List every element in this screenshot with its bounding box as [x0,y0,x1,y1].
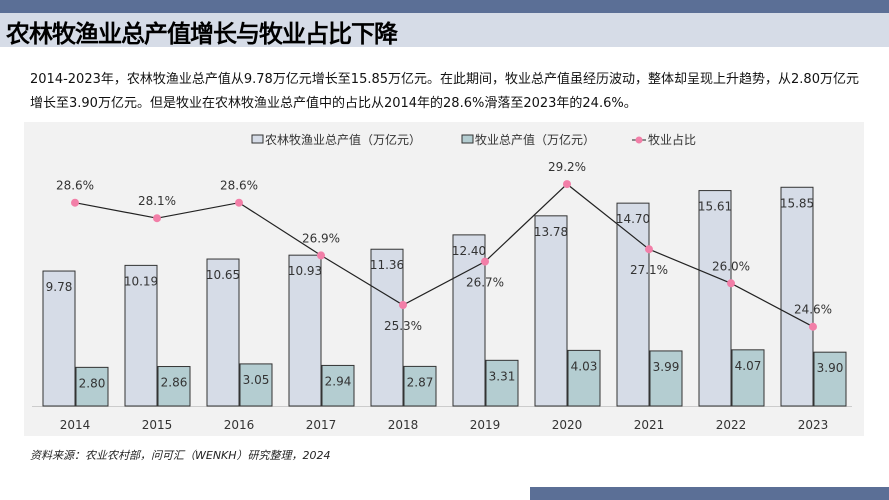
point-label: 24.6% [794,303,832,317]
point-label: 29.2% [548,160,586,174]
point-label: 26.9% [302,231,340,245]
bar-livestock-2015 [157,366,191,407]
x-tick-label: 2016 [224,418,255,432]
bar-total-label: 9.78 [46,280,73,294]
bar-total-2014 [42,270,76,407]
bar-total-label: 13.78 [534,225,568,239]
source-note: 资料来源：农业农村部，问可汇（WENKH）研究整理，2024 [30,449,331,462]
line-share [74,183,814,328]
point-share-2022 [727,279,735,288]
bar-livestock-2018 [403,365,437,407]
bar-livestock-label: 3.99 [653,360,680,374]
legend-swatch-total [251,134,264,144]
bar-total-2015 [124,264,158,407]
point-share-2019 [481,257,489,266]
x-tick-label: 2014 [60,418,91,432]
bar-total-label: 11.36 [370,258,404,272]
bar-total-label: 10.19 [124,274,158,288]
point-label: 27.1% [630,263,668,277]
bar-livestock-2017 [321,364,355,407]
title-band [0,13,889,47]
point-share-2017 [317,251,325,260]
x-tick-label: 2023 [798,418,829,432]
bar-total-label: 14.70 [616,212,650,226]
header-bar [0,0,889,13]
bar-total-label: 15.85 [780,196,814,210]
legend-swatch-livestock [461,134,474,144]
bar-livestock-2021 [649,350,683,407]
point-share-2018 [399,301,407,309]
point-share-2015 [153,214,161,223]
bar-livestock-label: 4.03 [571,359,598,373]
point-label: 26.0% [712,259,750,273]
bar-livestock-2023 [813,351,847,407]
bar-livestock-2019 [485,359,519,407]
x-tick-label: 2015 [142,418,173,432]
x-tick-label: 2022 [716,418,747,432]
bar-livestock-label: 2.80 [79,376,106,390]
bar-total-2016 [206,258,240,407]
point-share-2014 [71,198,79,207]
bar-livestock-label: 2.87 [407,375,434,389]
description: 2014-2023年，农林牧渔业总产值从9.78万亿元增长至15.85万亿元。在… [30,72,859,111]
bar-total-2020 [534,215,568,407]
bar-total-2021 [616,202,650,407]
page-title: 农林牧渔业总产值增长与牧业占比下降 [6,20,398,48]
bar-total-label: 12.40 [452,244,486,258]
point-label: 28.6% [56,179,94,193]
legend-label-share: 牧业占比 [648,132,696,147]
point-share-2020 [563,180,571,189]
bar-livestock-2016 [239,363,273,407]
legend-label-total: 农林牧渔业总产值（万亿元） [265,132,421,147]
bar-total-2019 [452,234,486,407]
bar-livestock-2014 [75,366,109,407]
point-label: 28.6% [220,179,258,193]
point-label: 28.1% [138,194,176,208]
bar-total-label: 10.93 [288,264,322,278]
bar-total-2018 [370,248,404,407]
x-tick-label: 2019 [470,418,501,432]
legend-marker [635,136,643,144]
bar-total-2022 [698,190,732,407]
legend-label-livestock: 牧业总产值（万亿元） [475,132,595,147]
x-tick-label: 2018 [388,418,419,432]
point-share-2023 [809,322,817,331]
point-share-2016 [235,198,243,207]
bar-livestock-label: 3.31 [489,369,516,383]
bar-total-2017 [288,254,322,407]
point-label: 25.3% [384,319,422,333]
bar-total-label: 15.61 [698,200,732,214]
footer-bar [530,487,889,500]
bar-livestock-2020 [567,349,601,407]
bar-livestock-label: 4.07 [735,359,762,373]
x-tick-label: 2020 [552,418,583,432]
point-share-2021 [645,245,653,254]
bar-livestock-label: 2.94 [325,374,352,388]
bar-livestock-2022 [731,349,765,407]
bar-livestock-label: 2.86 [161,376,188,390]
bar-total-label: 10.65 [206,268,240,282]
x-tick-label: 2017 [306,418,337,432]
x-tick-label: 2021 [634,418,665,432]
bar-livestock-label: 3.05 [243,373,270,387]
bar-total-2023 [780,186,814,407]
bar-livestock-label: 3.90 [817,361,844,375]
point-label: 26.7% [466,276,504,290]
